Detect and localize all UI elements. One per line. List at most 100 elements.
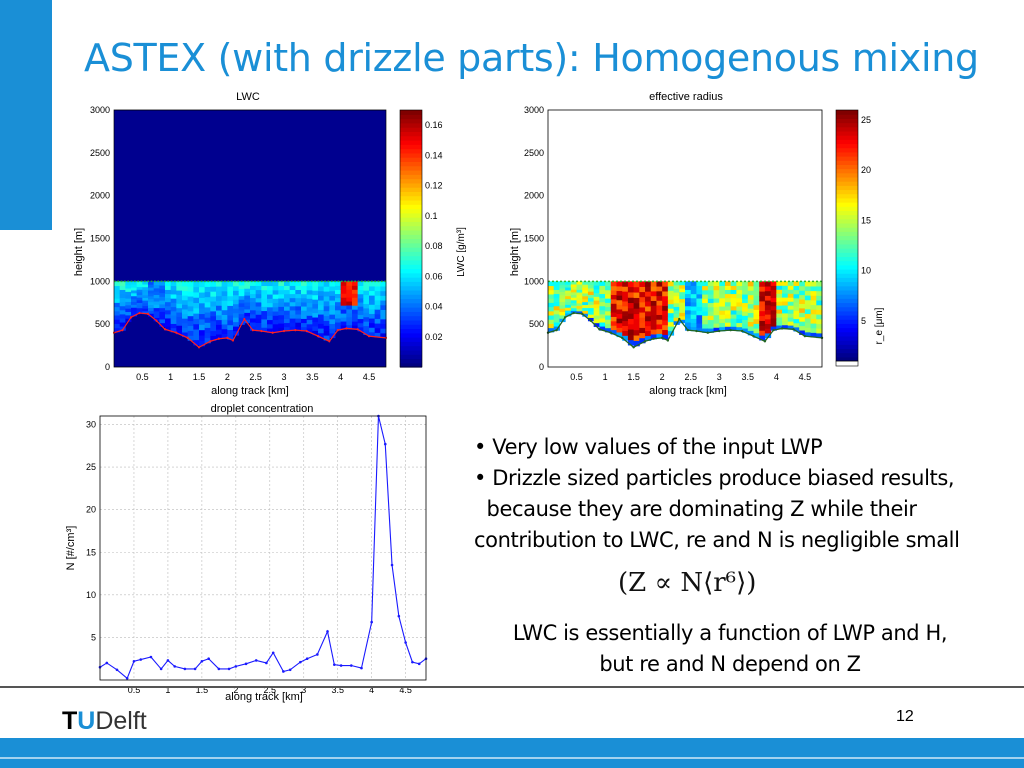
heatmap-cell xyxy=(787,293,794,298)
colorbar-swatch xyxy=(836,306,858,312)
heatmap-cell xyxy=(679,281,686,286)
heatmap-cell xyxy=(793,285,800,291)
heatmap-cell xyxy=(142,305,149,309)
heatmap-cell xyxy=(210,335,217,341)
heatmap-cell xyxy=(610,285,617,291)
colorbar-swatch xyxy=(836,260,858,266)
colorbar-swatch xyxy=(400,139,422,145)
heatmap-cell xyxy=(131,307,138,311)
heatmap-cell xyxy=(301,326,308,332)
heatmap-cell xyxy=(633,340,640,347)
heatmap-cell xyxy=(787,325,794,330)
heatmap-cell xyxy=(764,290,772,296)
heatmap-cell xyxy=(685,281,692,286)
heatmap-cell xyxy=(804,322,812,328)
heatmap-cell xyxy=(724,281,732,286)
heatmap-cell xyxy=(742,323,749,329)
colorbar-swatch xyxy=(400,208,422,214)
heatmap-cell xyxy=(570,283,578,288)
colorbar-swatch xyxy=(400,298,422,304)
heatmap-cell xyxy=(340,297,347,302)
x-tick-label: 1.5 xyxy=(196,685,209,695)
colorbar-swatch xyxy=(836,202,858,207)
heatmap-cell xyxy=(650,281,657,287)
cloud-base-point xyxy=(217,337,220,340)
heatmap-cell xyxy=(702,311,709,316)
heatmap-cell xyxy=(804,327,812,333)
heatmap-cell xyxy=(696,314,703,320)
data-point xyxy=(159,667,163,671)
colorbar-swatch xyxy=(836,151,858,157)
heatmap-cell xyxy=(363,312,370,318)
heatmap-cell xyxy=(747,299,754,305)
cloud-base-point xyxy=(316,334,320,338)
colorbar-swatch xyxy=(400,225,422,231)
cloud-base-point xyxy=(345,327,348,330)
heatmap-cell xyxy=(816,323,823,329)
heatmap-cell xyxy=(570,289,578,293)
heatmap-cell xyxy=(306,281,313,287)
heatmap-cell xyxy=(685,297,692,303)
heatmap-cell xyxy=(587,301,595,305)
heatmap-cell xyxy=(759,281,766,287)
heatmap-cell xyxy=(610,281,617,287)
chart-title: effective radius xyxy=(649,91,723,103)
heatmap-cell xyxy=(306,294,313,299)
heatmap-cell xyxy=(605,281,612,287)
data-point xyxy=(316,653,319,656)
heatmap-cell xyxy=(216,310,223,316)
colorbar-swatch xyxy=(836,356,858,362)
colorbar-swatch xyxy=(836,193,858,199)
heatmap-cell xyxy=(662,290,669,297)
colorbar-swatch xyxy=(400,178,422,184)
heatmap-cell xyxy=(125,284,132,289)
heatmap-cell xyxy=(770,313,777,319)
heatmap-cell xyxy=(570,281,578,285)
heatmap-cell xyxy=(318,290,325,296)
colorbar-swatch xyxy=(400,127,422,133)
heatmap-cell xyxy=(374,323,381,329)
cloud-base-point xyxy=(555,328,558,332)
heatmap-cell xyxy=(599,301,606,307)
heatmap-cell xyxy=(559,294,566,299)
heatmap-cell xyxy=(221,295,228,301)
heatmap-cell xyxy=(742,315,749,321)
heatmap-cell xyxy=(153,301,160,305)
heatmap-cell xyxy=(182,299,189,305)
heatmap-cell xyxy=(346,289,353,294)
heatmap-cell xyxy=(782,316,789,322)
heatmap-cell xyxy=(565,287,572,291)
heatmap-cell xyxy=(267,319,274,325)
heatmap-cell xyxy=(679,288,686,293)
heatmap-cell xyxy=(713,314,720,320)
heatmap-cell xyxy=(679,302,686,306)
colorbar-swatch xyxy=(400,354,422,360)
x-tick-label: 4 xyxy=(338,372,343,382)
heatmap-cell xyxy=(352,325,359,330)
heatmap-cell xyxy=(599,293,606,299)
heatmap-cell xyxy=(142,292,149,296)
heatmap-cell xyxy=(764,309,772,315)
heatmap-cell xyxy=(153,294,160,299)
heatmap-cell xyxy=(565,284,572,288)
heatmap-cell xyxy=(119,293,126,299)
heatmap-cell xyxy=(690,285,697,291)
heatmap-cell xyxy=(696,306,703,312)
plot-frame xyxy=(99,415,427,681)
heatmap-cell xyxy=(329,318,336,325)
heatmap-cell xyxy=(736,306,743,311)
heatmap-cell xyxy=(553,297,560,303)
data-point xyxy=(207,657,210,661)
heatmap-cell xyxy=(170,285,177,291)
heatmap-cell xyxy=(793,310,800,315)
x-tick-label: 3.5 xyxy=(306,372,319,382)
heatmap-cell xyxy=(165,293,172,299)
heatmap-cell xyxy=(380,309,387,315)
heatmap-cell xyxy=(125,301,132,306)
heatmap-cell xyxy=(346,304,353,310)
heatmap-cell xyxy=(787,309,794,314)
heatmap-cell xyxy=(713,327,720,332)
heatmap-cell xyxy=(696,281,703,287)
heatmap-cell xyxy=(159,300,166,305)
heatmap-cell xyxy=(380,323,387,329)
